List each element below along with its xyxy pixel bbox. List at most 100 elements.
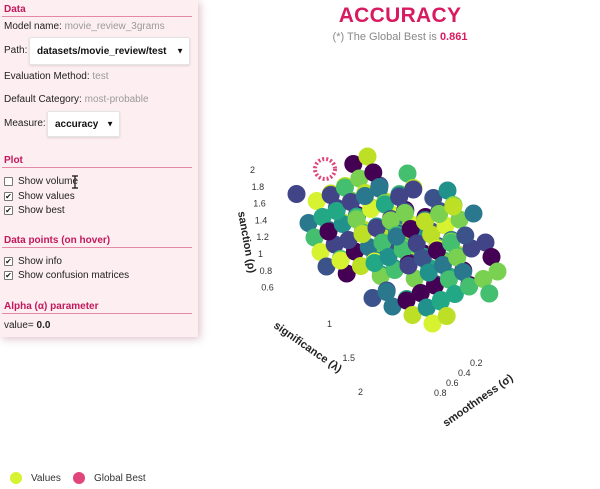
data-point[interactable] bbox=[464, 204, 483, 223]
show-info-checkbox[interactable]: ✔ Show info bbox=[4, 256, 62, 267]
data-point[interactable] bbox=[347, 210, 366, 229]
data-point[interactable] bbox=[419, 263, 438, 282]
data-point[interactable] bbox=[437, 307, 456, 325]
data-point[interactable] bbox=[439, 270, 458, 289]
tick-label-sanction: 1.8 bbox=[252, 182, 265, 192]
data-point[interactable] bbox=[397, 291, 416, 310]
show-best-checkbox[interactable]: ✔ Show best bbox=[4, 205, 65, 216]
data-point[interactable] bbox=[341, 193, 360, 211]
global-best-marker[interactable] bbox=[313, 157, 337, 181]
data-point[interactable] bbox=[427, 241, 446, 260]
checkmark-icon[interactable]: ✔ bbox=[4, 257, 13, 266]
divider bbox=[2, 16, 192, 17]
data-point[interactable] bbox=[350, 169, 369, 188]
data-point[interactable] bbox=[395, 204, 414, 222]
data-point[interactable] bbox=[482, 248, 501, 266]
data-point[interactable] bbox=[287, 185, 306, 203]
data-point[interactable] bbox=[433, 256, 452, 274]
checkbox-label: Show volume bbox=[18, 176, 79, 187]
data-point[interactable] bbox=[430, 205, 449, 223]
data-point[interactable] bbox=[423, 314, 442, 333]
data-point[interactable] bbox=[375, 195, 394, 214]
tick-label-sanction: 1.6 bbox=[253, 199, 266, 209]
measure-select-value: accuracy bbox=[55, 118, 99, 130]
data-point[interactable] bbox=[460, 277, 479, 296]
data-point[interactable] bbox=[313, 208, 332, 226]
checkbox-box[interactable] bbox=[4, 177, 13, 186]
data-point[interactable] bbox=[413, 249, 432, 267]
tick-label-smoothness: 0.2 bbox=[470, 358, 483, 368]
data-point[interactable] bbox=[351, 257, 370, 275]
data-point[interactable] bbox=[456, 226, 475, 245]
show-confusion-checkbox[interactable]: ✔ Show confusion matrices bbox=[4, 270, 129, 281]
data-point[interactable] bbox=[488, 262, 507, 281]
data-point[interactable] bbox=[476, 233, 495, 252]
data-point[interactable] bbox=[381, 211, 400, 230]
data-point[interactable] bbox=[445, 285, 464, 303]
data-point[interactable] bbox=[305, 228, 324, 247]
data-points[interactable] bbox=[287, 147, 507, 333]
checkmark-icon[interactable]: ✔ bbox=[4, 206, 13, 215]
data-point[interactable] bbox=[355, 187, 374, 205]
data-point[interactable] bbox=[344, 155, 363, 173]
data-point[interactable] bbox=[317, 257, 336, 276]
data-point[interactable] bbox=[454, 263, 473, 281]
show-values-checkbox[interactable]: ✔ Show values bbox=[4, 191, 75, 202]
data-point[interactable] bbox=[411, 284, 430, 302]
alpha-value: 0.0 bbox=[36, 320, 51, 331]
data-point[interactable] bbox=[335, 178, 354, 197]
data-point[interactable] bbox=[331, 251, 350, 270]
data-point[interactable] bbox=[321, 186, 340, 204]
data-point[interactable] bbox=[299, 214, 318, 232]
model-name-value: movie_review_3grams bbox=[64, 21, 165, 32]
data-point[interactable] bbox=[370, 179, 389, 198]
checkmark-icon[interactable]: ✔ bbox=[4, 271, 13, 280]
data-point[interactable] bbox=[431, 292, 450, 311]
best-legend-label: Global Best bbox=[94, 473, 146, 484]
alpha-section-title: Alpha (α) parameter bbox=[4, 301, 99, 312]
data-point[interactable] bbox=[367, 219, 386, 237]
data-point[interactable] bbox=[404, 180, 423, 199]
data-point[interactable] bbox=[442, 234, 461, 252]
data-point[interactable] bbox=[307, 192, 326, 210]
data-point[interactable] bbox=[387, 227, 406, 246]
data-point[interactable] bbox=[480, 284, 499, 303]
data-point[interactable] bbox=[398, 164, 417, 183]
data-point[interactable] bbox=[373, 233, 392, 252]
default-category-label: Default Category: bbox=[4, 94, 82, 105]
axis-ticks-significance: 11.52 bbox=[327, 319, 363, 397]
data-point[interactable] bbox=[424, 189, 443, 207]
data-point[interactable] bbox=[365, 254, 384, 272]
data-point[interactable] bbox=[353, 225, 372, 243]
path-select[interactable]: datasets/movie_review/test ▼ bbox=[29, 37, 190, 65]
data-point[interactable] bbox=[339, 231, 358, 249]
data-point[interactable] bbox=[364, 163, 383, 182]
data-point[interactable] bbox=[403, 306, 422, 324]
data-point[interactable] bbox=[319, 222, 338, 241]
default-category-row: Default Category: most-probable bbox=[4, 94, 149, 105]
data-point[interactable] bbox=[379, 248, 398, 266]
data-point[interactable] bbox=[399, 256, 418, 275]
data-point[interactable] bbox=[327, 202, 346, 220]
data-point[interactable] bbox=[377, 283, 396, 301]
data-point[interactable] bbox=[448, 248, 467, 267]
data-point[interactable] bbox=[474, 270, 493, 288]
data-point[interactable] bbox=[407, 234, 426, 253]
data-point[interactable] bbox=[390, 188, 409, 206]
values-legend-dot bbox=[10, 472, 22, 484]
data-point[interactable] bbox=[401, 220, 420, 238]
data-point[interactable] bbox=[358, 147, 377, 166]
data-point[interactable] bbox=[363, 289, 382, 307]
tick-label-sanction: 1.2 bbox=[256, 232, 269, 242]
data-point[interactable] bbox=[444, 197, 463, 216]
data-point[interactable] bbox=[417, 298, 436, 317]
data-point[interactable] bbox=[311, 243, 330, 261]
data-point[interactable] bbox=[415, 212, 434, 231]
data-point[interactable] bbox=[438, 181, 457, 200]
show-volume-checkbox[interactable]: Show volume bbox=[4, 176, 78, 187]
checkmark-icon[interactable]: ✔ bbox=[4, 192, 13, 201]
data-point[interactable] bbox=[383, 297, 402, 316]
axis-ticks-smoothness: 0.20.40.60.8 bbox=[434, 358, 483, 398]
measure-select[interactable]: accuracy ▼ bbox=[47, 111, 120, 137]
